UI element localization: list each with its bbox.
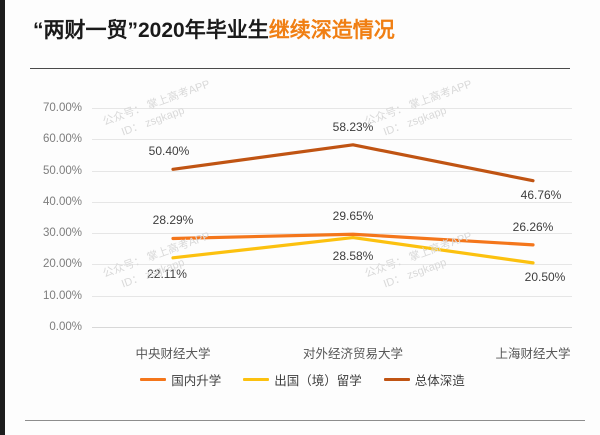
data-point-label: 20.50% xyxy=(524,269,566,284)
legend-item[interactable]: 出国（境）留学 xyxy=(243,370,362,389)
y-axis-tick-label: 50.00% xyxy=(42,164,82,177)
x-axis-tick-label: 上海财经大学 xyxy=(495,347,571,361)
page-title-plain: “两财一贸”2020年毕业生 xyxy=(33,19,269,42)
y-axis-tick-label: 10.00% xyxy=(42,289,82,302)
chart-legend: 国内升学 出国（境）留学 总体深造 xyxy=(5,370,600,389)
legend-line-icon xyxy=(243,377,270,382)
data-point-label: 22.11% xyxy=(147,266,187,281)
line-chart: 70.00% 60.00% 50.00% 40.00% 30.00% 20.00% 10.0… xyxy=(10,88,600,398)
y-axis-labels: 70.00% 60.00% 50.00% 40.00% 30.00% 20.00% 10.0… xyxy=(10,88,82,398)
page-left-border xyxy=(0,0,5,435)
data-point-label: 58.23% xyxy=(332,119,374,134)
gridline xyxy=(92,264,572,266)
data-point-label: 50.40% xyxy=(148,144,190,159)
data-point-label: 28.58% xyxy=(332,248,374,263)
title-divider xyxy=(30,68,570,69)
series-line xyxy=(171,143,535,183)
data-point-label: 28.29% xyxy=(152,213,194,228)
x-axis-tick-label: 对外经济贸易大学 xyxy=(302,347,404,361)
y-axis-tick-label: 0.00% xyxy=(49,321,82,333)
data-point-label: 26.26% xyxy=(512,219,554,234)
y-axis-tick-label: 40.00% xyxy=(42,195,82,208)
y-axis-tick-label: 70.00% xyxy=(42,102,82,114)
gridline xyxy=(92,108,572,109)
gridline xyxy=(92,295,572,297)
y-axis-tick-label: 30.00% xyxy=(42,227,82,240)
gridline xyxy=(92,139,572,141)
data-point-label: 29.65% xyxy=(332,209,374,224)
gridline xyxy=(92,170,572,172)
legend-item[interactable]: 国内升学 xyxy=(140,370,221,389)
data-point-label: 46.76% xyxy=(520,187,562,202)
footer-divider xyxy=(25,420,585,421)
legend-line-icon xyxy=(383,377,410,382)
chart-card: “两财一贸”2020年毕业生继续深造情况 70.00% 60.00% 50.00% 4… xyxy=(5,0,600,435)
page-title: “两财一贸”2020年毕业生继续深造情况 xyxy=(33,14,395,44)
legend-item-label: 总体深造 xyxy=(414,374,465,388)
page-title-accent: 继续深造情况 xyxy=(268,19,395,42)
gridline xyxy=(92,327,572,328)
y-axis-tick-label: 60.00% xyxy=(42,133,82,146)
legend-item[interactable]: 总体深造 xyxy=(383,370,465,389)
chart-series-svg xyxy=(171,143,535,265)
legend-item-label: 国内升学 xyxy=(171,374,222,388)
x-axis-tick-label: 中央财经大学 xyxy=(135,347,211,361)
legend-item-label: 出国（境）留学 xyxy=(274,374,362,388)
gridline xyxy=(92,201,572,203)
legend-line-icon xyxy=(140,377,167,382)
y-axis-tick-label: 20.00% xyxy=(42,258,82,271)
series-line xyxy=(171,235,535,265)
series-line xyxy=(171,232,535,247)
